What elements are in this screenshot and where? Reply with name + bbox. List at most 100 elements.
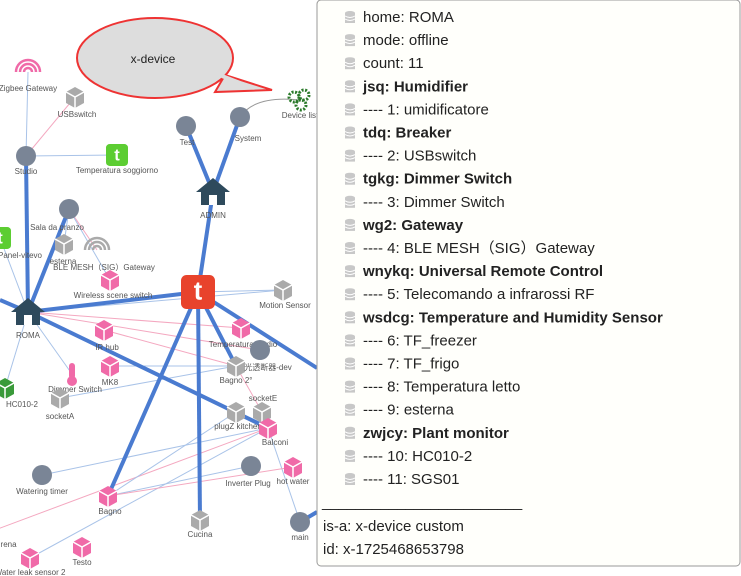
node-label: Inverter Plug	[225, 479, 270, 488]
tooltip-line: ---- 10: HC010-2	[363, 448, 472, 465]
tooltip-separator: ________________________	[321, 494, 523, 511]
graph-node: Sala da pranzo	[30, 199, 84, 232]
edge	[68, 208, 111, 281]
tuya-glyph: t	[194, 278, 203, 306]
tooltip-footer: id: x-1725468653798	[323, 541, 464, 558]
tooltip-line: wnykq: Universal Remote Control	[362, 263, 603, 280]
graph-node: t	[181, 275, 215, 309]
bubble-join	[221, 74, 241, 85]
graph-node: Balconi	[258, 418, 288, 447]
graph-node: ADMIN	[196, 178, 230, 220]
wifi-arc	[22, 66, 34, 73]
node-label: Test	[180, 138, 195, 147]
node-label: socketA	[46, 412, 75, 421]
tooltip-panel	[316, 0, 741, 567]
house-icon	[11, 298, 45, 325]
graph-node: esterna	[50, 234, 77, 266]
edge	[267, 427, 301, 523]
node-label: Cucina	[188, 530, 213, 539]
node-label: Panel-vitevo	[0, 251, 43, 260]
edge	[184, 125, 215, 193]
house-door	[209, 195, 217, 205]
db-icon-lines	[344, 408, 356, 414]
edge	[26, 208, 71, 313]
edge	[41, 427, 269, 476]
edge	[25, 71, 29, 157]
graph-node: Motion Sensor	[259, 280, 311, 310]
edge	[196, 291, 202, 521]
db-icon-lines	[344, 131, 356, 137]
node-label: Device list	[282, 111, 319, 120]
hub-node	[230, 107, 250, 127]
db-icon-lines	[344, 269, 356, 276]
node-label: Bagno 2°	[219, 376, 252, 385]
node-label: System	[235, 134, 262, 143]
thermo-icon	[69, 363, 75, 379]
node-label: Zigbee Gateway	[0, 84, 57, 93]
device-face	[98, 490, 118, 507]
tooltip-line: ---- 9: esterna	[363, 402, 455, 419]
tooltip-line: tdq: Breaker	[363, 124, 452, 141]
node-label: Watering timer	[16, 487, 68, 496]
hub-node	[241, 456, 261, 476]
graph-node: Watering timer	[16, 465, 68, 496]
graph-node: Testo	[72, 537, 92, 567]
graph-node: Test	[176, 116, 196, 147]
tooltip-line: ---- 11: SGS01	[363, 471, 459, 488]
tooltip-line: wg2: Gateway	[362, 217, 464, 234]
graph-node: HC010-2	[0, 378, 39, 409]
tooltip-line: ---- 8: Temperatura letto	[363, 379, 520, 396]
graph-node: socketE	[249, 394, 277, 423]
node-label: ROMA	[16, 331, 41, 340]
device-face	[231, 322, 251, 339]
tooltip-line: ---- 4: BLE MESH（SIG）Gateway	[363, 240, 595, 257]
wifi-arc	[87, 240, 107, 251]
edge	[29, 427, 269, 559]
db-icon-lines	[344, 315, 356, 322]
device-face	[226, 406, 246, 423]
device-face	[283, 461, 303, 478]
db-icon-lines	[344, 84, 356, 91]
node-label: Testo	[72, 558, 92, 567]
tooltip: home: ROMA mode: offline count: 11 jsq: Hum…	[316, 0, 741, 567]
hub-node	[250, 340, 270, 360]
tooltip-line: ---- 1: umidificatore	[363, 101, 489, 118]
graph-node: main	[290, 512, 310, 542]
graph-node: System	[230, 107, 262, 143]
wifi-arc	[83, 236, 111, 251]
graph-node: USBswitch	[58, 87, 97, 119]
graph-node: Temperatura studio	[209, 318, 278, 349]
wifi-arc	[91, 244, 103, 251]
graph-node: plugZ kitchen	[214, 402, 262, 431]
graph-node: Bagno 2°	[219, 356, 253, 385]
bubble-body	[76, 17, 234, 99]
graph-node: Water leak sensor 2	[0, 548, 66, 576]
db-icon-lines	[344, 154, 356, 160]
device-face	[226, 360, 246, 377]
db-icon-lines	[344, 15, 356, 21]
tooltip-line: tgkg: Dimmer Switch	[363, 171, 512, 188]
tooltip-line: ---- 5: Telecomando a infrarossi RF	[363, 286, 594, 303]
graph-node: ROMA	[11, 298, 45, 340]
graph-node: Inverter Plug	[225, 456, 271, 488]
node-label: Balconi	[262, 438, 288, 447]
graph-node: Cucina	[188, 510, 213, 539]
db-icon-lines	[344, 454, 356, 460]
db-icon-lines	[344, 223, 356, 229]
graph-node: Zigbee Gateway	[0, 58, 57, 93]
db-icon-lines	[344, 246, 356, 252]
edge	[27, 311, 261, 351]
tooltip-line: home: ROMA	[363, 9, 454, 26]
node-label: main	[291, 533, 308, 542]
tooltip-line: ---- 3: Dimmer Switch	[363, 194, 505, 211]
node-label: Water leak sensor 2	[0, 568, 66, 576]
device-face	[94, 324, 114, 341]
graph-node: Studio	[15, 146, 38, 176]
tuya-icon	[181, 275, 215, 309]
graph-node: t Panel-vitevo	[0, 227, 43, 260]
node-label: USBswitch	[58, 110, 97, 119]
tooltip-line: mode: offline	[363, 32, 449, 49]
graph-node: 光透断器-dev	[244, 340, 292, 372]
edge	[27, 290, 199, 314]
